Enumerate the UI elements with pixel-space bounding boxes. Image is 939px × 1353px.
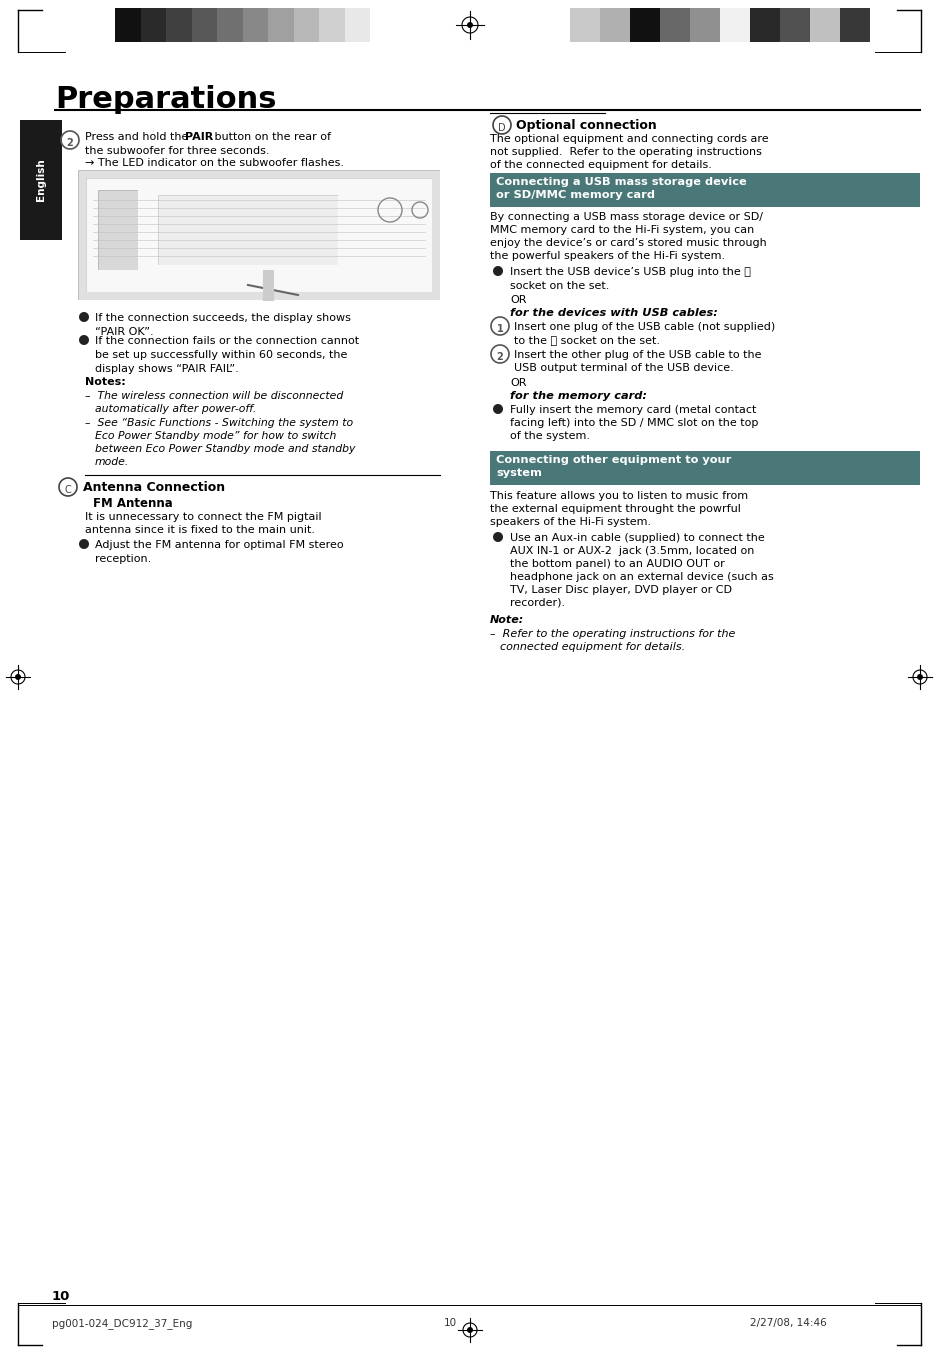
Text: 10: 10 xyxy=(443,1318,456,1329)
Text: 1: 1 xyxy=(497,323,503,334)
Text: → The LED indicator on the subwoofer flashes.: → The LED indicator on the subwoofer fla… xyxy=(85,158,344,168)
Text: Insert the other plug of the USB cable to the: Insert the other plug of the USB cable t… xyxy=(514,350,762,360)
Text: D: D xyxy=(499,123,506,133)
Text: or SD/MMC memory card: or SD/MMC memory card xyxy=(496,189,655,200)
Text: button on the rear of: button on the rear of xyxy=(211,133,331,142)
Text: display shows “PAIR FAIL”.: display shows “PAIR FAIL”. xyxy=(95,364,239,373)
Text: 2: 2 xyxy=(497,352,503,363)
Text: Connecting other equipment to your: Connecting other equipment to your xyxy=(496,455,731,465)
Text: Fully insert the memory card (metal contact: Fully insert the memory card (metal cont… xyxy=(510,405,757,415)
Text: TV, Laser Disc player, DVD player or CD: TV, Laser Disc player, DVD player or CD xyxy=(510,584,732,595)
Text: headphone jack on an external device (such as: headphone jack on an external device (su… xyxy=(510,572,774,582)
Text: speakers of the Hi-Fi system.: speakers of the Hi-Fi system. xyxy=(490,517,651,528)
Text: The optional equipment and connecting cords are: The optional equipment and connecting co… xyxy=(490,134,769,143)
Text: for the devices with USB cables:: for the devices with USB cables: xyxy=(510,308,717,318)
Text: AUX IN-1 or AUX-2  jack (3.5mm, located on: AUX IN-1 or AUX-2 jack (3.5mm, located o… xyxy=(510,547,754,556)
Text: USB output terminal of the USB device.: USB output terminal of the USB device. xyxy=(514,363,733,373)
Text: Antenna Connection: Antenna Connection xyxy=(83,482,225,494)
Text: mode.: mode. xyxy=(95,457,130,467)
Text: English: English xyxy=(36,158,46,202)
Text: the external equipment throught the powrful: the external equipment throught the powr… xyxy=(490,505,741,514)
Text: be set up successfully within 60 seconds, the: be set up successfully within 60 seconds… xyxy=(95,350,347,360)
Text: “PAIR OK”.: “PAIR OK”. xyxy=(95,327,154,337)
Text: OR: OR xyxy=(510,295,527,304)
Text: If the connection succeeds, the display shows: If the connection succeeds, the display … xyxy=(95,313,351,323)
Text: MMC memory card to the Hi-Fi system, you can: MMC memory card to the Hi-Fi system, you… xyxy=(490,225,754,235)
Text: facing left) into the SD / MMC slot on the top: facing left) into the SD / MMC slot on t… xyxy=(510,418,759,428)
Text: FM Antenna: FM Antenna xyxy=(93,497,173,510)
Text: PAIR: PAIR xyxy=(185,133,213,142)
Text: for the memory card:: for the memory card: xyxy=(510,391,647,400)
Text: pg001-024_DC912_37_Eng: pg001-024_DC912_37_Eng xyxy=(52,1318,192,1329)
Text: system: system xyxy=(496,468,542,478)
Text: reception.: reception. xyxy=(95,553,151,564)
Text: Preparations: Preparations xyxy=(55,85,276,114)
Text: Adjust the FM antenna for optimal FM stereo: Adjust the FM antenna for optimal FM ste… xyxy=(95,540,344,551)
Text: By connecting a USB mass storage device or SD/: By connecting a USB mass storage device … xyxy=(490,212,763,222)
Text: Note:: Note: xyxy=(490,616,524,625)
Text: Optional connection: Optional connection xyxy=(516,119,656,133)
Text: C: C xyxy=(65,484,71,495)
Text: Insert one plug of the USB cable (not supplied): Insert one plug of the USB cable (not su… xyxy=(514,322,776,331)
Text: Press and hold the: Press and hold the xyxy=(85,133,192,142)
Text: Eco Power Standby mode” for how to switch: Eco Power Standby mode” for how to switc… xyxy=(95,432,336,441)
Text: –  The wireless connection will be disconnected: – The wireless connection will be discon… xyxy=(85,391,344,400)
Text: 2/27/08, 14:46: 2/27/08, 14:46 xyxy=(750,1318,826,1329)
Text: –  See “Basic Functions - Switching the system to: – See “Basic Functions - Switching the s… xyxy=(85,418,353,428)
Text: of the connected equipment for details.: of the connected equipment for details. xyxy=(490,160,712,170)
Text: to the ⭢ socket on the set.: to the ⭢ socket on the set. xyxy=(514,336,660,345)
Text: 2: 2 xyxy=(67,138,73,147)
Text: not supplied.  Refer to the operating instructions: not supplied. Refer to the operating ins… xyxy=(490,147,762,157)
Text: automatically after power-off.: automatically after power-off. xyxy=(95,405,256,414)
Text: If the connection fails or the connection cannot: If the connection fails or the connectio… xyxy=(95,336,359,346)
Text: the powerful speakers of the Hi-Fi system.: the powerful speakers of the Hi-Fi syste… xyxy=(490,252,725,261)
Text: OR: OR xyxy=(510,377,527,388)
Text: between Eco Power Standby mode and standby: between Eco Power Standby mode and stand… xyxy=(95,444,355,455)
Text: of the system.: of the system. xyxy=(510,432,590,441)
Text: enjoy the device’s or card’s stored music through: enjoy the device’s or card’s stored musi… xyxy=(490,238,767,248)
Text: Insert the USB device’s USB plug into the ⭢: Insert the USB device’s USB plug into th… xyxy=(510,267,751,277)
Text: Notes:: Notes: xyxy=(85,377,126,387)
Text: the bottom panel) to an AUDIO OUT or: the bottom panel) to an AUDIO OUT or xyxy=(510,559,725,570)
Text: This feature allows you to listen to music from: This feature allows you to listen to mus… xyxy=(490,491,748,501)
Text: connected equipment for details.: connected equipment for details. xyxy=(500,643,685,652)
Text: Use an Aux-in cable (supplied) to connect the: Use an Aux-in cable (supplied) to connec… xyxy=(510,533,764,543)
Text: antenna since it is fixed to the main unit.: antenna since it is fixed to the main un… xyxy=(85,525,315,534)
Text: socket on the set.: socket on the set. xyxy=(510,281,609,291)
Text: the subwoofer for three seconds.: the subwoofer for three seconds. xyxy=(85,146,269,156)
Text: It is unnecessary to connect the FM pigtail: It is unnecessary to connect the FM pigt… xyxy=(85,511,322,522)
Text: –  Refer to the operating instructions for the: – Refer to the operating instructions fo… xyxy=(490,629,735,639)
Text: 10: 10 xyxy=(52,1289,70,1303)
Text: Connecting a USB mass storage device: Connecting a USB mass storage device xyxy=(496,177,747,187)
Text: recorder).: recorder). xyxy=(510,598,565,607)
